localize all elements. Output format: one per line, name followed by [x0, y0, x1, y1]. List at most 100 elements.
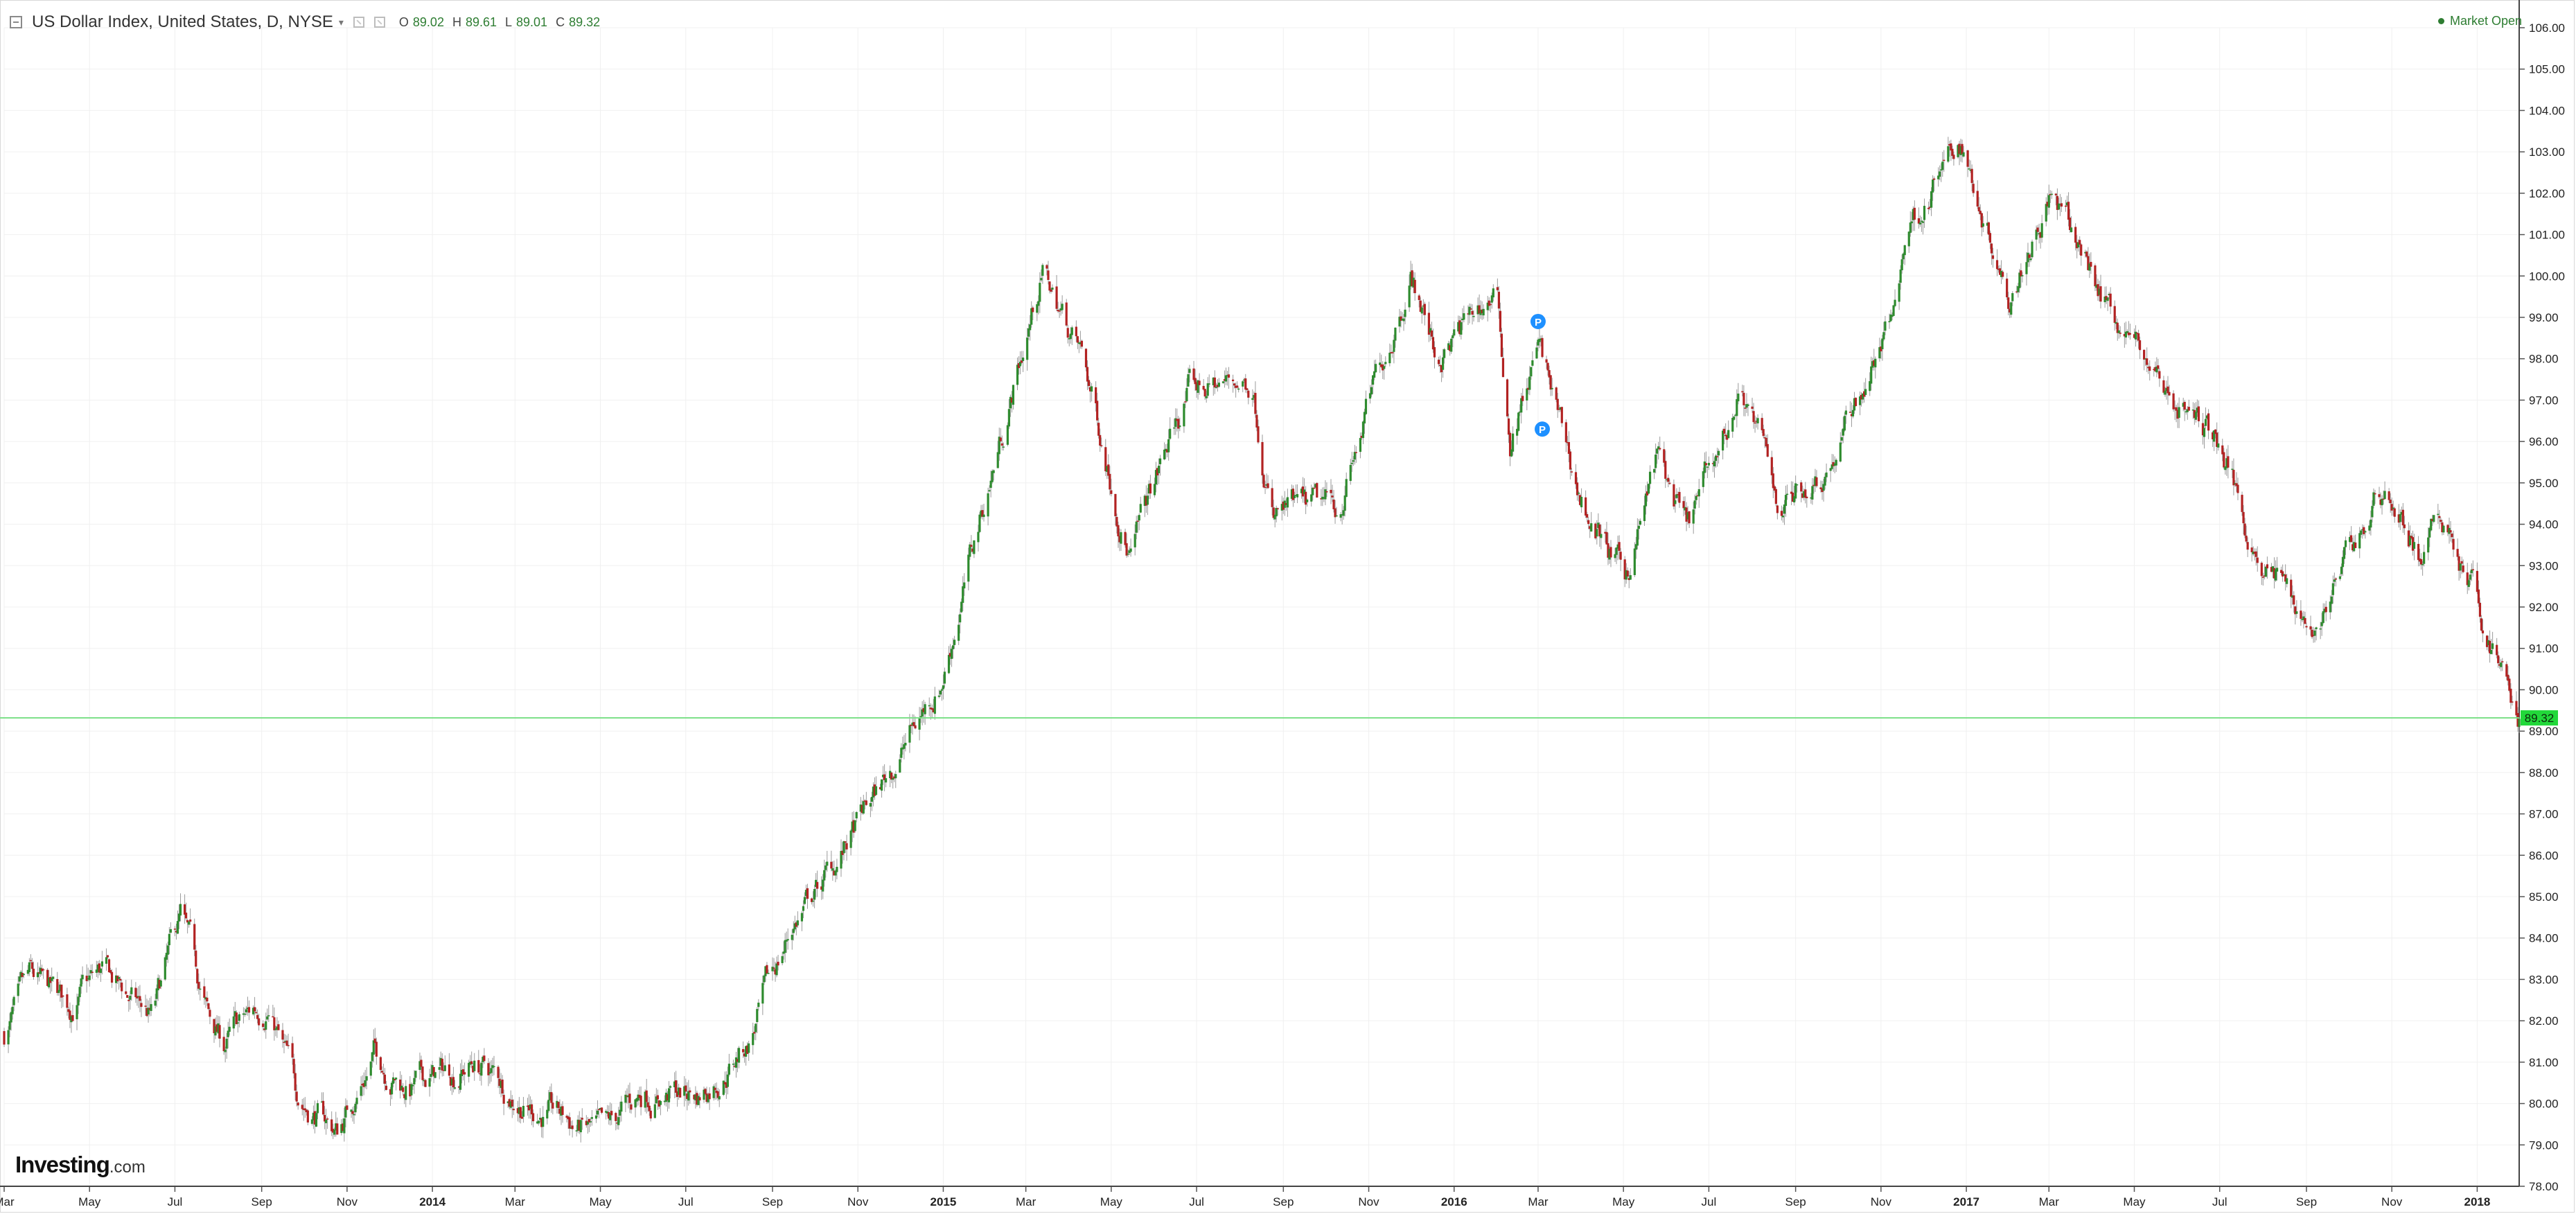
candle-body: [2419, 558, 2423, 565]
symbol-title[interactable]: US Dollar Index, United States, D, NYSE: [32, 12, 333, 31]
y-tick-label: 90.00: [2529, 683, 2559, 696]
candle-body: [784, 940, 786, 953]
candle-body: [1055, 286, 1058, 309]
candle-body: [522, 1105, 525, 1117]
candle-body: [224, 1049, 227, 1053]
candle-body: [1976, 191, 1979, 207]
candle-body: [2458, 556, 2460, 571]
candle-body: [996, 452, 999, 468]
candle-body: [1752, 411, 1755, 423]
candle-body: [512, 1109, 515, 1111]
candle-body: [977, 531, 980, 543]
candle-body: [687, 1091, 690, 1101]
candle-body: [1127, 553, 1129, 555]
collapse-legend-button[interactable]: [10, 16, 22, 28]
candle-body: [449, 1077, 452, 1086]
candle-body: [2246, 542, 2249, 550]
candle-body: [1029, 324, 1032, 331]
candle-body: [2374, 493, 2376, 495]
candle-body: [209, 1010, 211, 1017]
candle-body: [2087, 256, 2090, 270]
candle-body: [608, 1112, 610, 1119]
candle-body: [1646, 491, 1649, 496]
candle-body: [1183, 403, 1185, 427]
candle-body: [1990, 243, 1993, 254]
candle-body: [312, 1112, 315, 1120]
x-tick-label: 2015: [930, 1195, 957, 1208]
candle-body: [2511, 701, 2514, 703]
candle-body: [39, 967, 42, 974]
candle-body: [2253, 552, 2256, 554]
candle-body: [950, 649, 953, 659]
x-tick-label: Mar: [1528, 1195, 1549, 1208]
y-tick-label: 87.00: [2529, 808, 2559, 821]
candle-body: [1774, 489, 1777, 504]
candle-body: [272, 1016, 274, 1018]
candle-body: [453, 1087, 457, 1089]
candle-body: [2471, 569, 2474, 571]
candle-body: [1341, 514, 1343, 516]
candle-body: [557, 1102, 560, 1109]
candle-body: [2146, 358, 2149, 365]
candle-body: [1806, 496, 1808, 499]
candle-body: [2186, 409, 2189, 412]
candle-body: [1203, 389, 1206, 397]
candle-body: [2097, 284, 2099, 297]
candle-body: [214, 1026, 217, 1036]
candle-body: [715, 1090, 718, 1093]
candle-body: [480, 1062, 483, 1076]
hide-series-icon[interactable]: [353, 17, 364, 28]
candle-body: [301, 1105, 303, 1109]
candle-body: [2501, 661, 2504, 662]
candle-body: [914, 725, 917, 729]
candle-body: [2274, 569, 2277, 581]
candle-body: [1815, 477, 1818, 486]
candle-body: [2509, 688, 2512, 703]
candle-body: [1447, 343, 1450, 351]
candle-body: [1233, 383, 1236, 386]
market-status-label: Market Open: [2449, 14, 2522, 28]
candle-body: [1157, 466, 1161, 473]
candle-body: [340, 1124, 343, 1134]
candle-body: [460, 1069, 464, 1076]
candle-body: [518, 1107, 520, 1114]
candle-body: [2349, 535, 2353, 543]
candle-body: [791, 935, 793, 940]
candle-body: [2011, 293, 2014, 301]
candle-body: [1400, 316, 1402, 321]
candle-body: [1431, 337, 1435, 350]
candle-body: [1928, 206, 1932, 208]
candle-body: [1285, 502, 1287, 505]
candle-body: [756, 1009, 759, 1022]
y-tick-label: 100.00: [2529, 270, 2565, 283]
candle-body: [488, 1072, 491, 1074]
candle-body: [1776, 505, 1779, 513]
y-tick-label: 85.00: [2529, 890, 2559, 904]
candle-body: [2060, 203, 2063, 207]
candle-body: [157, 978, 159, 991]
candle-body: [2149, 366, 2151, 371]
candle-body: [1987, 222, 1991, 235]
candle-body: [203, 986, 206, 998]
candle-body: [1422, 305, 1424, 307]
candle-body: [1361, 421, 1365, 439]
chevron-down-icon[interactable]: ▾: [338, 16, 344, 28]
candle-body: [321, 1100, 325, 1115]
candle-body: [258, 1018, 261, 1026]
candle-body: [1390, 352, 1393, 353]
candle-body: [1016, 364, 1019, 385]
candle-body: [2068, 218, 2072, 230]
remove-series-icon[interactable]: [373, 17, 385, 28]
candle-body: [885, 778, 888, 783]
candle-body: [2442, 525, 2445, 533]
candle-body: [30, 962, 34, 969]
candle-body: [959, 614, 962, 623]
candle-body: [2049, 193, 2052, 195]
candle-body: [2098, 288, 2101, 295]
candle-body: [2128, 333, 2132, 335]
candle-body: [529, 1104, 532, 1109]
candle-body: [2505, 664, 2508, 677]
candle-body: [2064, 205, 2067, 207]
candle-body: [1138, 515, 1140, 521]
